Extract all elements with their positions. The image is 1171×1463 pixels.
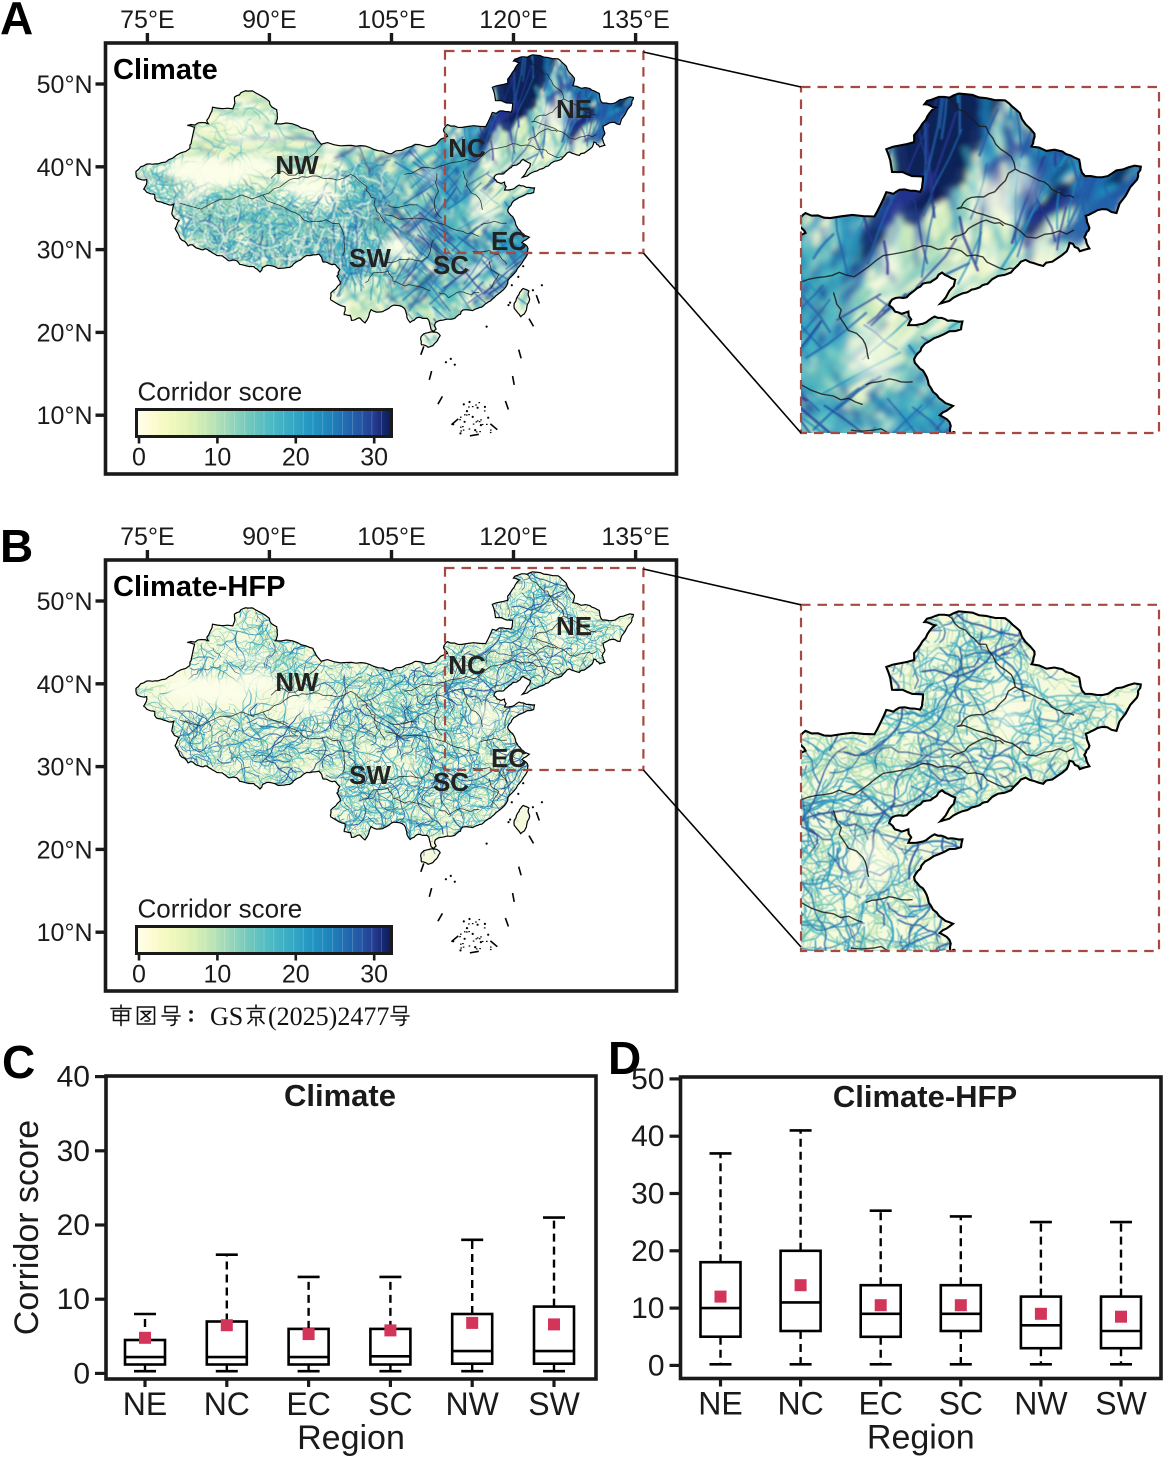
svg-text:NW: NW: [1014, 1386, 1068, 1422]
svg-text:120°E: 120°E: [479, 6, 547, 34]
svg-text:0: 0: [73, 1357, 90, 1390]
svg-text:50: 50: [631, 1063, 664, 1096]
svg-text:10: 10: [57, 1283, 90, 1316]
svg-text:30: 30: [360, 961, 388, 989]
svg-text:SC: SC: [368, 1386, 412, 1422]
svg-text:20: 20: [282, 961, 310, 989]
svg-text:Region: Region: [867, 1419, 975, 1457]
svg-text:40°N: 40°N: [37, 671, 93, 699]
svg-text:0: 0: [648, 1349, 665, 1382]
svg-text:75°E: 75°E: [120, 6, 174, 34]
svg-text:NE: NE: [556, 611, 592, 641]
svg-text:SW: SW: [1095, 1386, 1147, 1422]
svg-text:NW: NW: [446, 1386, 500, 1422]
svg-text:B: B: [0, 520, 33, 572]
svg-text:50°N: 50°N: [37, 71, 93, 99]
svg-text:10: 10: [631, 1292, 664, 1325]
svg-text:NE: NE: [556, 94, 592, 124]
svg-text:40°N: 40°N: [37, 154, 93, 182]
svg-text:SC: SC: [939, 1386, 983, 1422]
svg-text:Corridor score: Corridor score: [138, 377, 303, 407]
svg-text:105°E: 105°E: [357, 6, 425, 34]
svg-text:Corridor score: Corridor score: [138, 894, 303, 924]
svg-text:120°E: 120°E: [479, 523, 547, 551]
svg-text:EC: EC: [491, 226, 527, 256]
svg-text:50°N: 50°N: [37, 588, 93, 616]
svg-text:30: 30: [360, 444, 388, 472]
svg-text:EC: EC: [491, 743, 527, 773]
svg-text:90°E: 90°E: [242, 6, 296, 34]
svg-text:40: 40: [631, 1120, 664, 1153]
svg-text:20: 20: [57, 1209, 90, 1242]
svg-text:A: A: [0, 0, 33, 44]
svg-text:75°E: 75°E: [120, 523, 174, 551]
svg-text:NC: NC: [448, 133, 486, 163]
svg-text:EC: EC: [286, 1386, 330, 1422]
svg-text:10°N: 10°N: [37, 919, 93, 947]
svg-text:SC: SC: [433, 767, 469, 797]
svg-text:Climate: Climate: [284, 1078, 396, 1113]
svg-text:Climate-HFP: Climate-HFP: [113, 571, 285, 603]
svg-text:NE: NE: [123, 1386, 167, 1422]
svg-text:NE: NE: [698, 1386, 742, 1422]
svg-text:30°N: 30°N: [37, 754, 93, 782]
svg-text:NW: NW: [275, 150, 319, 180]
svg-text:0: 0: [132, 961, 146, 989]
svg-text:105°E: 105°E: [357, 523, 425, 551]
svg-text:10°N: 10°N: [37, 402, 93, 430]
svg-text:SW: SW: [349, 243, 391, 273]
svg-text:GS: GS: [210, 1002, 243, 1031]
svg-text:135°E: 135°E: [601, 523, 669, 551]
svg-text:NC: NC: [448, 650, 486, 680]
svg-text:SW: SW: [528, 1386, 580, 1422]
svg-text:10: 10: [203, 961, 231, 989]
svg-text:(2025)2477: (2025)2477: [268, 1002, 389, 1031]
svg-text:30: 30: [631, 1178, 664, 1211]
svg-text:NW: NW: [275, 667, 319, 697]
svg-text:NC: NC: [777, 1386, 823, 1422]
svg-text:20°N: 20°N: [37, 319, 93, 347]
svg-text:90°E: 90°E: [242, 523, 296, 551]
svg-text:20°N: 20°N: [37, 836, 93, 864]
svg-text:SW: SW: [349, 760, 391, 790]
svg-text:NC: NC: [204, 1386, 250, 1422]
svg-text:SC: SC: [433, 250, 469, 280]
svg-text:135°E: 135°E: [601, 6, 669, 34]
svg-text:40: 40: [57, 1061, 90, 1094]
svg-text:30°N: 30°N: [37, 237, 93, 265]
svg-text:C: C: [2, 1036, 35, 1088]
svg-text:0: 0: [132, 444, 146, 472]
svg-text:20: 20: [631, 1235, 664, 1268]
svg-text:Corridor score: Corridor score: [8, 1120, 46, 1335]
svg-text:D: D: [608, 1032, 641, 1084]
svg-text:20: 20: [282, 444, 310, 472]
svg-text:EC: EC: [858, 1386, 902, 1422]
svg-text:Region: Region: [297, 1419, 405, 1457]
svg-text:Climate: Climate: [113, 54, 218, 86]
svg-text:10: 10: [203, 444, 231, 472]
svg-text:Climate-HFP: Climate-HFP: [833, 1079, 1017, 1114]
svg-text:30: 30: [57, 1135, 90, 1168]
